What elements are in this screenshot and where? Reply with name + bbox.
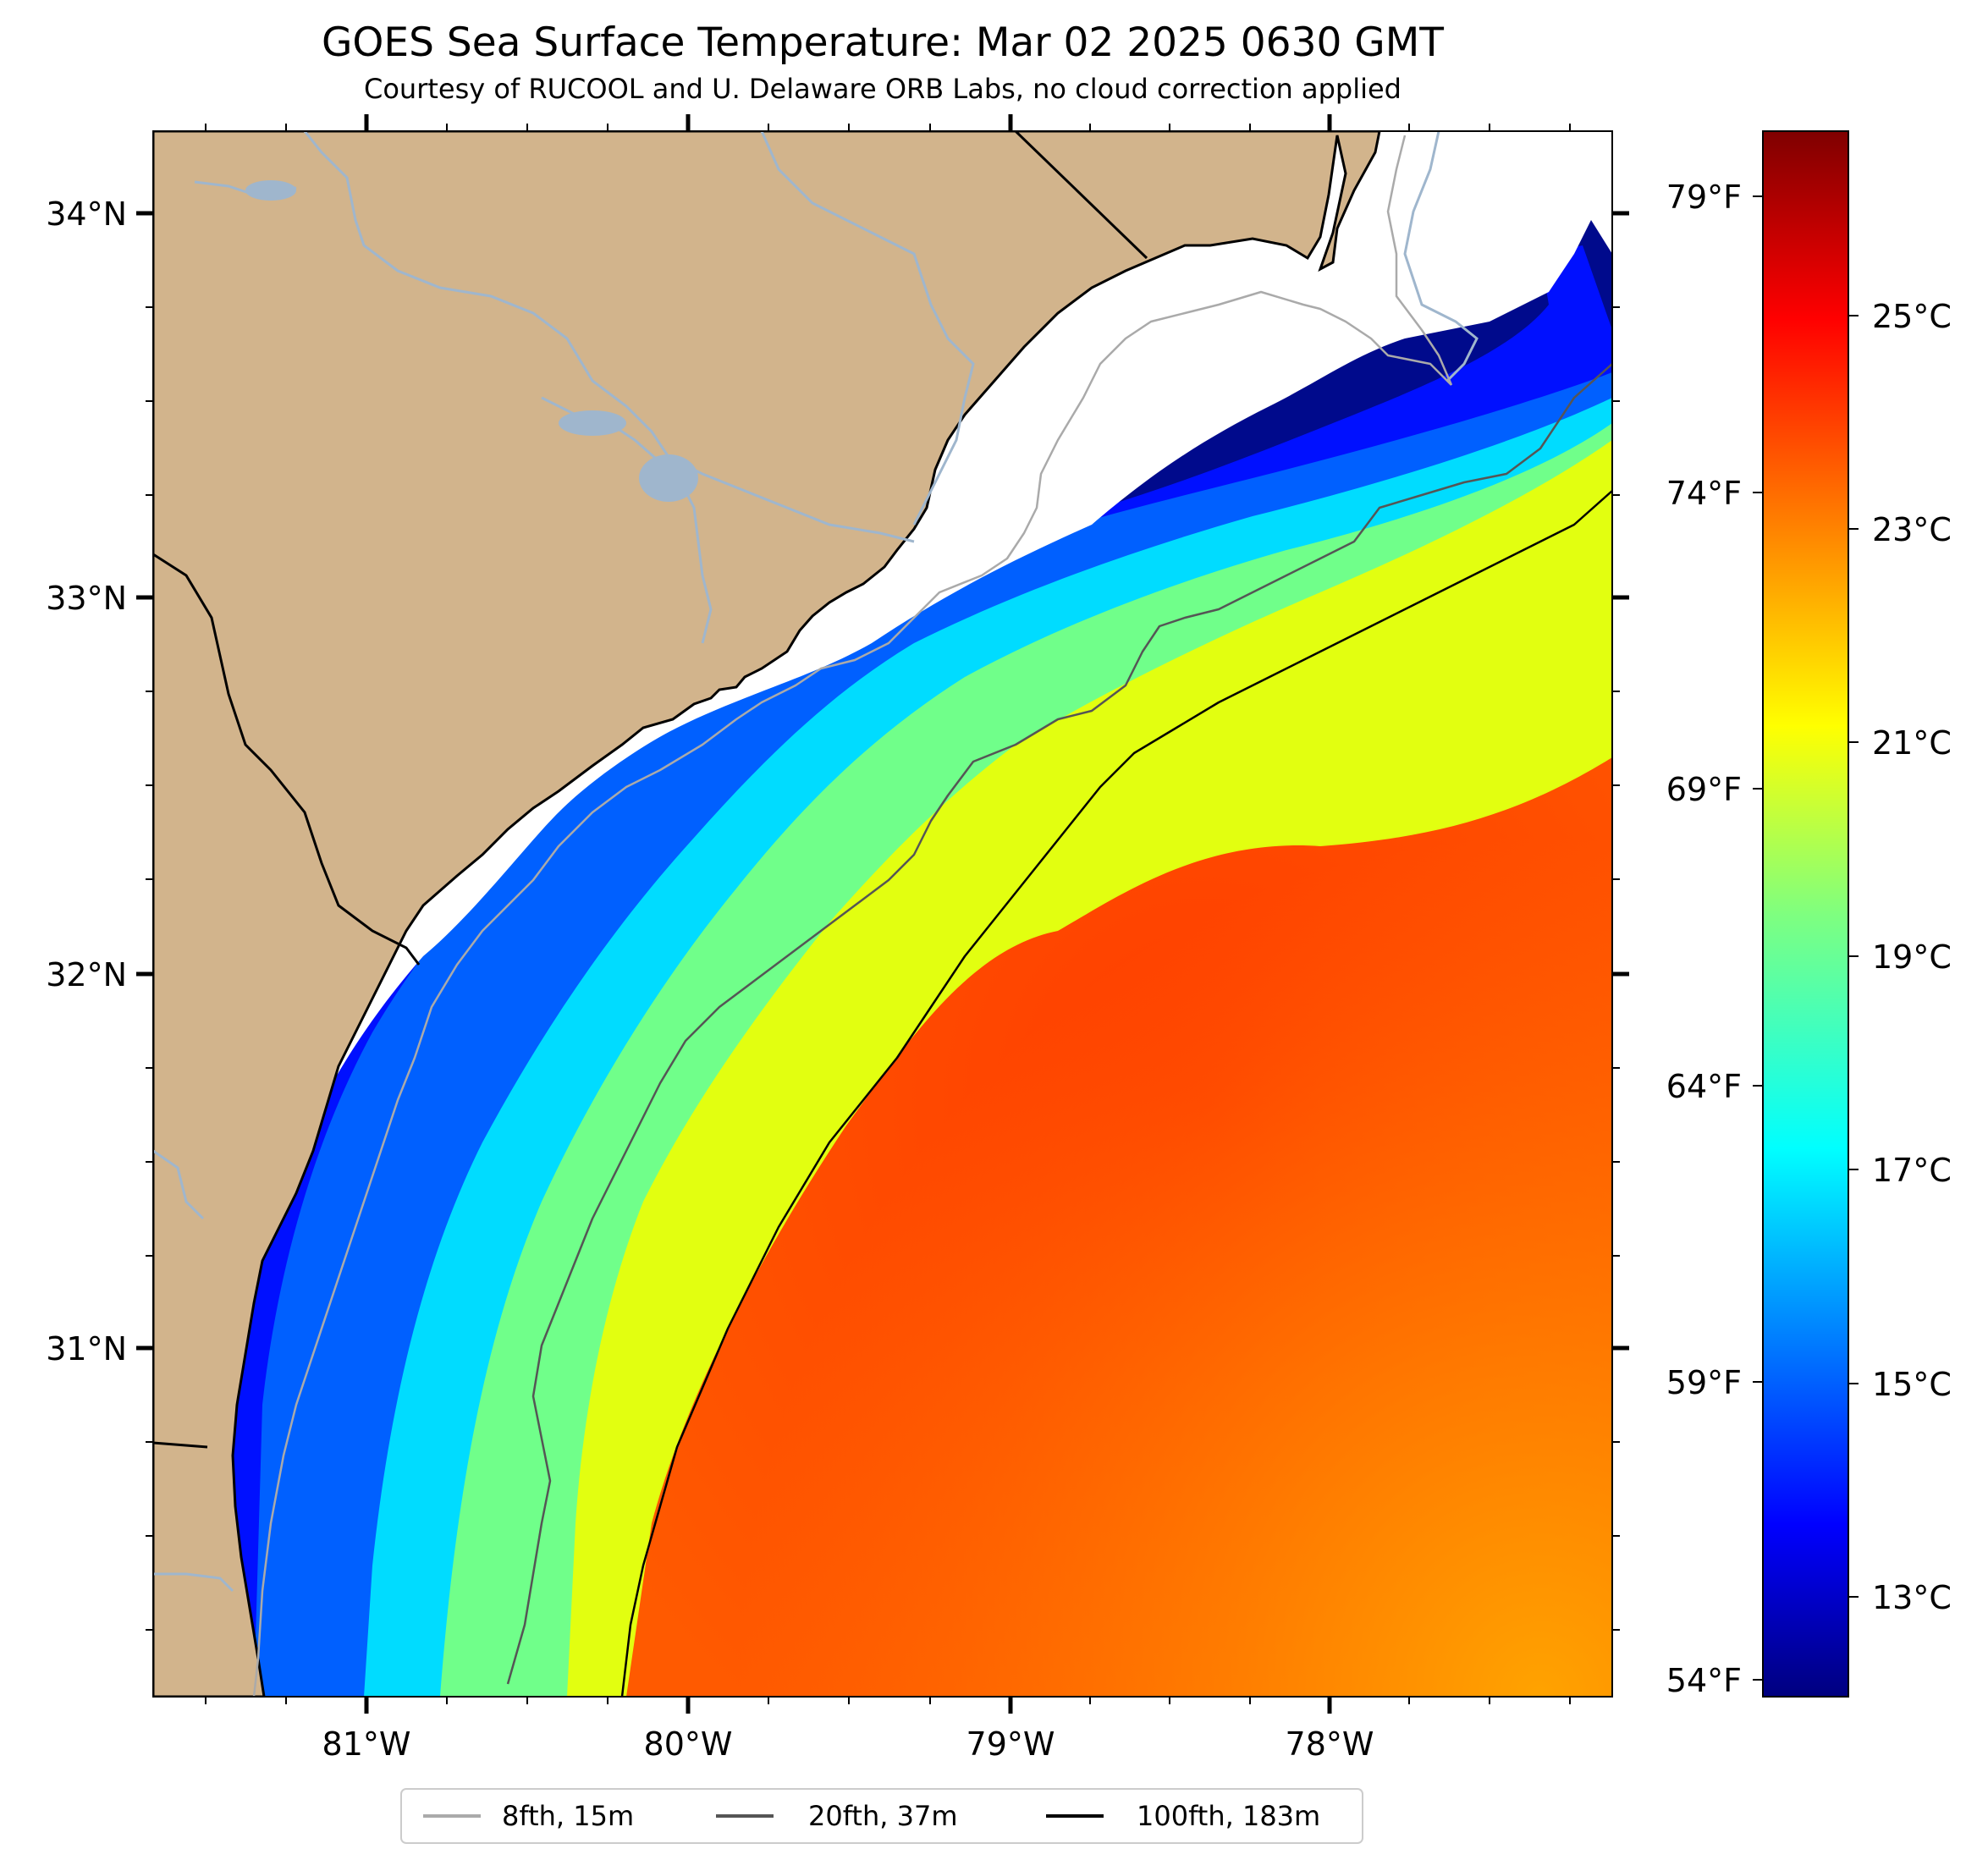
longitude-minor-ticks bbox=[205, 124, 1571, 1704]
latitude-axis bbox=[136, 211, 1629, 1351]
state-borders bbox=[153, 131, 1148, 1449]
lake bbox=[559, 410, 626, 436]
isobath-20fth bbox=[506, 363, 1612, 1685]
lake bbox=[639, 454, 698, 502]
lake bbox=[245, 180, 296, 201]
fahrenheit-label-74f: 74°F bbox=[1666, 475, 1742, 512]
colorbar bbox=[1762, 130, 1849, 1698]
celsius-label-15c: 15°C bbox=[1872, 1366, 1952, 1403]
celsius-ticks bbox=[1848, 315, 1859, 1598]
lon-label-80w: 80°W bbox=[644, 1725, 733, 1763]
isobath-8fth bbox=[252, 135, 1453, 1697]
map-panel bbox=[153, 131, 1612, 1697]
celsius-label-25c: 25°C bbox=[1872, 298, 1952, 335]
longitude-axis bbox=[364, 114, 1332, 1714]
isobaths bbox=[252, 135, 1612, 1697]
fahrenheit-label-54f: 54°F bbox=[1666, 1662, 1742, 1699]
fahrenheit-label-59f: 59°F bbox=[1666, 1364, 1742, 1401]
legend-label-8fth: 8fth, 15m bbox=[502, 1800, 634, 1832]
fahrenheit-label-79f: 79°F bbox=[1666, 179, 1742, 216]
celsius-label-23c: 23°C bbox=[1872, 511, 1952, 548]
fahrenheit-ticks bbox=[1753, 195, 1763, 1681]
lon-label-78w: 78°W bbox=[1286, 1725, 1374, 1763]
lat-label-32n: 32°N bbox=[46, 956, 127, 993]
lat-label-31n: 31°N bbox=[46, 1330, 127, 1367]
figure-subtitle: Courtesy of RUCOOL and U. Delaware ORB L… bbox=[364, 73, 1402, 105]
isobath-100fth bbox=[620, 490, 1612, 1697]
figure-title: GOES Sea Surface Temperature: Mar 02 202… bbox=[322, 19, 1444, 66]
celsius-label-13c: 13°C bbox=[1872, 1579, 1952, 1616]
latitude-minor-ticks bbox=[146, 306, 1620, 1631]
land-mass bbox=[153, 131, 1381, 1697]
legend-label-20fth: 20fth, 37m bbox=[808, 1800, 957, 1832]
fahrenheit-label-64f: 64°F bbox=[1666, 1068, 1742, 1105]
legend-label-100fth: 100fth, 183m bbox=[1137, 1800, 1320, 1832]
celsius-label-19c: 19°C bbox=[1872, 938, 1952, 976]
lon-label-81w: 81°W bbox=[322, 1725, 411, 1763]
lat-label-33n: 33°N bbox=[46, 580, 127, 617]
map-frame bbox=[152, 130, 1613, 1698]
celsius-label-17c: 17°C bbox=[1872, 1152, 1952, 1189]
lon-label-79w: 79°W bbox=[966, 1725, 1055, 1763]
legend-box bbox=[400, 1788, 1363, 1844]
celsius-label-21c: 21°C bbox=[1872, 724, 1952, 762]
lat-label-34n: 34°N bbox=[46, 195, 127, 233]
fahrenheit-label-69f: 69°F bbox=[1666, 771, 1742, 808]
isobath-legend: 8fth, 15m 20fth, 37m 100fth, 183m bbox=[400, 1788, 1363, 1844]
